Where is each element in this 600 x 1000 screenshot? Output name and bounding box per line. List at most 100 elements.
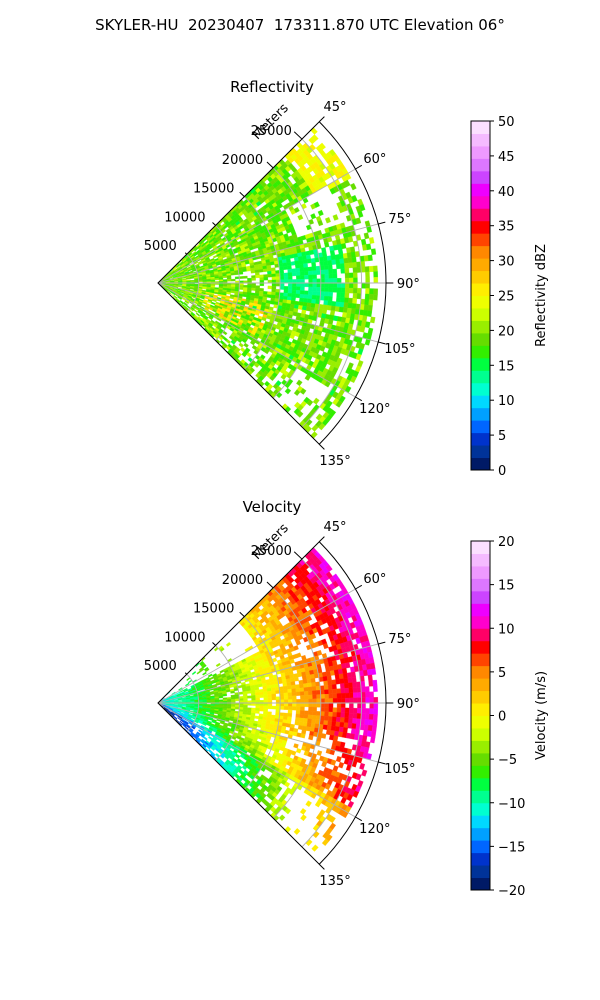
colorbar-segment (471, 245, 490, 259)
colorbar-segment (471, 420, 490, 434)
range-gate (341, 667, 348, 674)
range-gate (332, 273, 338, 279)
range-gate (239, 287, 244, 290)
range-gate (349, 277, 354, 284)
range-gate (316, 278, 322, 284)
range-gate (291, 271, 297, 277)
range-gate (343, 302, 349, 309)
range-gate (373, 708, 378, 715)
range-gate (353, 707, 358, 714)
range-gate (295, 293, 301, 299)
range-gate (341, 243, 347, 250)
range-gate (322, 724, 328, 730)
range-gate (357, 288, 362, 294)
range-gate (320, 707, 326, 712)
range-gate (303, 298, 308, 303)
range-gate (191, 671, 197, 676)
range-gate (304, 274, 309, 280)
range-gate (322, 256, 328, 262)
range-gate (283, 689, 289, 694)
range-gate (328, 693, 334, 699)
range-gate (271, 276, 277, 281)
range-gate (284, 387, 292, 395)
range-gate (283, 276, 289, 280)
range-gate (370, 736, 376, 744)
range-gate (352, 718, 358, 725)
colorbar-segment (471, 320, 490, 334)
range-gate (369, 288, 374, 295)
range-gate (369, 708, 374, 715)
range-gate (336, 688, 342, 694)
range-gate (292, 279, 297, 284)
range-gate (327, 264, 333, 270)
range-gate (339, 302, 345, 308)
range-gate (353, 692, 358, 699)
range-gate (259, 277, 264, 281)
range-gate (344, 267, 350, 274)
range-gate (267, 270, 272, 275)
range-gate (340, 688, 346, 694)
range-gate (340, 712, 346, 718)
range-gate (343, 722, 349, 729)
range-gate (328, 278, 334, 284)
range-tick-label: 15000 (193, 182, 234, 197)
range-gate (351, 723, 357, 730)
colorbar-segment (471, 233, 490, 247)
range-gate (304, 282, 309, 288)
range-gate (348, 712, 354, 719)
range-gate (310, 678, 316, 683)
range-gate (311, 686, 317, 692)
range-tick (293, 131, 303, 140)
range-gate (275, 279, 281, 284)
range-gate (368, 265, 374, 273)
range-tick (239, 191, 245, 197)
range-gate (372, 714, 378, 721)
range-gate (222, 699, 228, 702)
range-gate (336, 282, 342, 288)
range-gate (359, 762, 366, 770)
range-gate (353, 277, 358, 284)
range-gate (336, 693, 342, 699)
range-gate (328, 287, 334, 293)
range-gate (311, 266, 317, 272)
range-gate (369, 702, 374, 709)
range-gate (352, 681, 358, 688)
range-gate (349, 318, 355, 325)
range-gate (365, 288, 370, 295)
range-gate (303, 718, 308, 723)
range-gate (218, 699, 224, 702)
range-gate (279, 272, 285, 277)
range-gate (287, 685, 292, 690)
range-gate (295, 264, 300, 269)
range-gate (307, 298, 313, 304)
colorbar-segment (471, 133, 490, 147)
range-gate (282, 685, 288, 690)
range-gate (312, 706, 317, 712)
range-gate (364, 741, 371, 749)
range-gate (174, 703, 179, 705)
range-gate (259, 288, 264, 292)
range-gate (201, 303, 207, 308)
colorbar-segment (471, 345, 490, 359)
range-gate (210, 279, 216, 282)
range-gate (308, 706, 313, 712)
range-gate (336, 296, 341, 303)
range-gate (255, 692, 260, 696)
colorbar-segment (471, 145, 490, 159)
range-gate (291, 268, 297, 273)
range-gate (340, 287, 346, 293)
range-gate (209, 676, 215, 680)
range-gate (311, 714, 317, 720)
range-gate (368, 293, 374, 301)
range-gate (349, 282, 354, 289)
range-gate (324, 241, 330, 248)
range-gate (267, 696, 273, 701)
range-gate (243, 285, 248, 288)
range-gate (254, 715, 260, 720)
range-gate (290, 261, 296, 266)
range-gate (304, 698, 309, 704)
range-gate (259, 705, 264, 709)
range-gate (178, 700, 183, 702)
range-gate (294, 260, 300, 266)
range-gate (331, 679, 337, 685)
